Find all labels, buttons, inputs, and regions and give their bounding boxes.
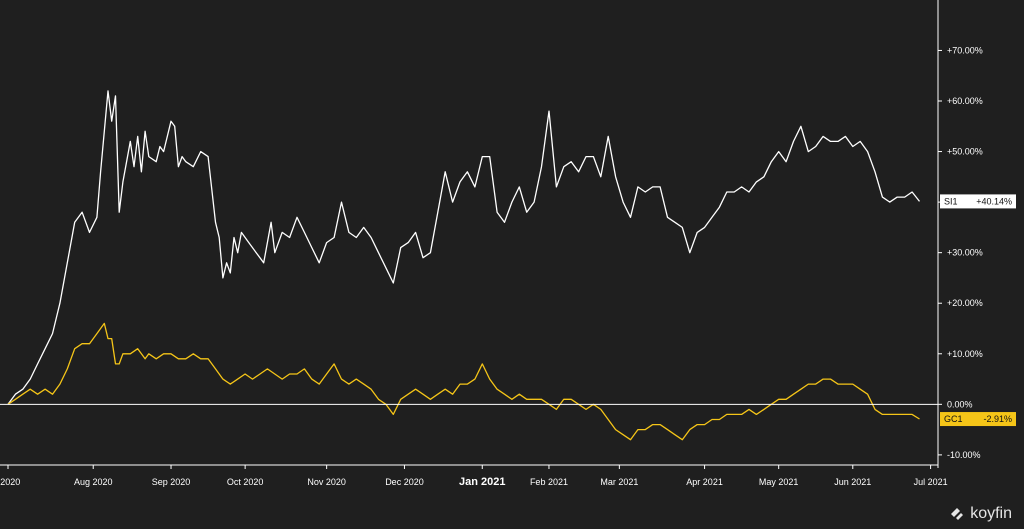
- y-tick-label: +60.00%: [947, 96, 983, 106]
- series-last-value: +40.14%: [976, 196, 1012, 206]
- y-tick-label: +20.00%: [947, 298, 983, 308]
- x-tick-label: Sep 2020: [152, 477, 191, 487]
- y-tick-label: +10.00%: [947, 349, 983, 359]
- koyfin-logo-icon: [951, 508, 964, 520]
- x-tick-label: Feb 2021: [530, 477, 568, 487]
- series-line-gc1: [7, 322, 920, 441]
- last-value-labels: SI1 +40.14% GC1 -2.91%: [940, 194, 1016, 427]
- y-tick-label: +30.00%: [947, 248, 983, 258]
- x-tick-label: Dec 2020: [385, 477, 424, 487]
- y-tick-label: +70.00%: [947, 45, 983, 55]
- last-value-label-gc1: GC1 -2.91%: [940, 412, 1016, 427]
- x-tick-label: Jun 2021: [834, 477, 871, 487]
- y-tick-label: +50.00%: [947, 147, 983, 157]
- last-value-label-bg: [940, 194, 1016, 209]
- series-line-si1: [7, 90, 921, 405]
- last-value-label-bg: [940, 412, 1016, 427]
- x-tick-label: l 2020: [0, 477, 20, 487]
- series-last-value: -2.91%: [983, 414, 1012, 424]
- y-tick-label: 0.00%: [947, 399, 973, 409]
- x-tick-label: May 2021: [759, 477, 799, 487]
- series-name-label: GC1: [944, 414, 963, 424]
- last-value-label-si1: SI1 +40.14%: [940, 194, 1016, 209]
- x-tick-label: Jan 2021: [459, 476, 505, 488]
- x-tick-label: Oct 2020: [227, 477, 264, 487]
- series-name-label: SI1: [944, 196, 958, 206]
- x-tick-label: Nov 2020: [307, 477, 346, 487]
- koyfin-brand: koyfin: [949, 505, 1012, 523]
- x-tick-label: Apr 2021: [686, 477, 723, 487]
- y-tick-label: -10.00%: [947, 450, 981, 460]
- x-tick-label: Jul 2021: [914, 477, 948, 487]
- x-tick-label: Mar 2021: [600, 477, 638, 487]
- series-layer: [7, 90, 921, 441]
- brand-name: koyfin: [970, 505, 1012, 522]
- axes-layer: +70.00%+60.00%+50.00%+40.00%+30.00%+20.0…: [0, 0, 983, 488]
- x-tick-label: Aug 2020: [74, 477, 113, 487]
